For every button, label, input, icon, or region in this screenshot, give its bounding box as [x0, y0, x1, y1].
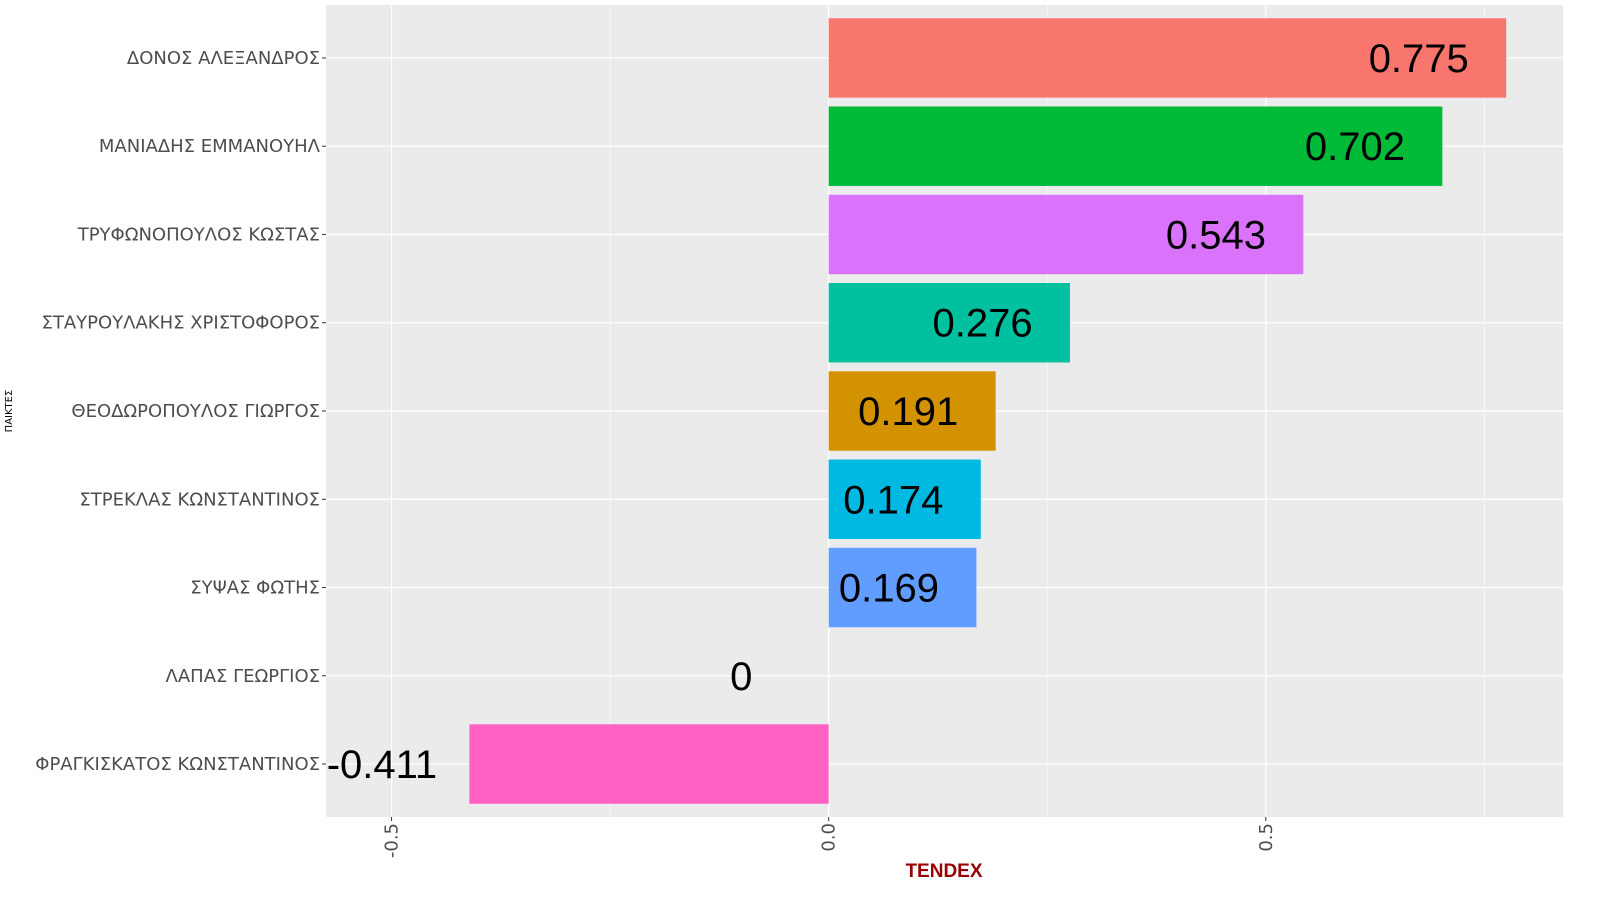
y-tick-label: ΣΤΑΥΡΟΥΛΑΚΗΣ ΧΡΙΣΤΟΦΟΡΟΣ: [41, 313, 320, 334]
data-label: -0.411: [327, 743, 437, 787]
y-tick-label: ΤΡΥΦΩΝΟΠΟΥΛΟΣ ΚΩΣΤΑΣ: [77, 224, 320, 245]
bar: [828, 194, 1304, 275]
y-tick-label: ΣΤΡΕΚΛΑΣ ΚΩΝΣΤΑΝΤΙΝΟΣ: [79, 489, 320, 510]
x-axis: -0.5 0.0 0.5: [382, 817, 1277, 858]
data-label: 0.169: [839, 567, 939, 611]
data-label: 0.174: [843, 478, 943, 522]
y-axis: ΔΟΝΟΣ ΑΛΕΞΑΝΔΡΟΣ ΜΑΝΙΑΔΗΣ ΕΜΜΑΝΟΥΗΛ ΤΡΥΦΩΝ…: [35, 48, 326, 775]
y-tick-label: ΘΕΟΔΩΡΟΠΟΥΛΟΣ ΓΙΩΡΓΟΣ: [71, 401, 320, 422]
bar: [828, 547, 977, 628]
data-label: 0.543: [1166, 213, 1266, 257]
data-labels: 0.775 0.702 0.543 0.276 0.191 0.174 0.169 0 -0.4…: [327, 37, 1469, 787]
data-label: 0: [730, 655, 752, 699]
y-tick-label: ΔΟΝΟΣ ΑΛΕΞΑΝΔΡΟΣ: [127, 48, 320, 69]
bar: [828, 18, 1507, 98]
bar: [828, 106, 1443, 186]
y-tick-label: ΜΑΝΙΑΔΗΣ ΕΜΜΑΝΟΥΗΛ: [99, 136, 321, 157]
bar: [828, 371, 996, 451]
y-axis-title: ΠΑΙΚΤΕΣ: [4, 390, 15, 433]
x-tick-label: 0.0: [819, 823, 840, 852]
x-tick-label: -0.5: [382, 823, 403, 858]
bars: [469, 18, 1507, 804]
y-tick-label: ΣΥΨΑΣ ΦΩΤΗΣ: [190, 578, 320, 599]
x-tick-label: 0.5: [1256, 823, 1277, 852]
bar: [828, 459, 981, 539]
y-tick-label: ΛΑΠΑΣ ΓΕΩΡΓΙΟΣ: [166, 666, 320, 687]
bar: [469, 724, 829, 804]
data-label: 0.702: [1305, 125, 1405, 169]
data-label: 0.775: [1369, 37, 1469, 81]
y-tick-label: ΦΡΑΓΚΙΣΚΑΤΟΣ ΚΩΝΣΤΑΝΤΙΝΟΣ: [35, 754, 320, 775]
x-axis-title: TENDEX: [905, 861, 982, 882]
bar: [828, 283, 1070, 363]
data-label: 0.191: [858, 390, 958, 434]
data-label: 0.276: [932, 302, 1032, 346]
